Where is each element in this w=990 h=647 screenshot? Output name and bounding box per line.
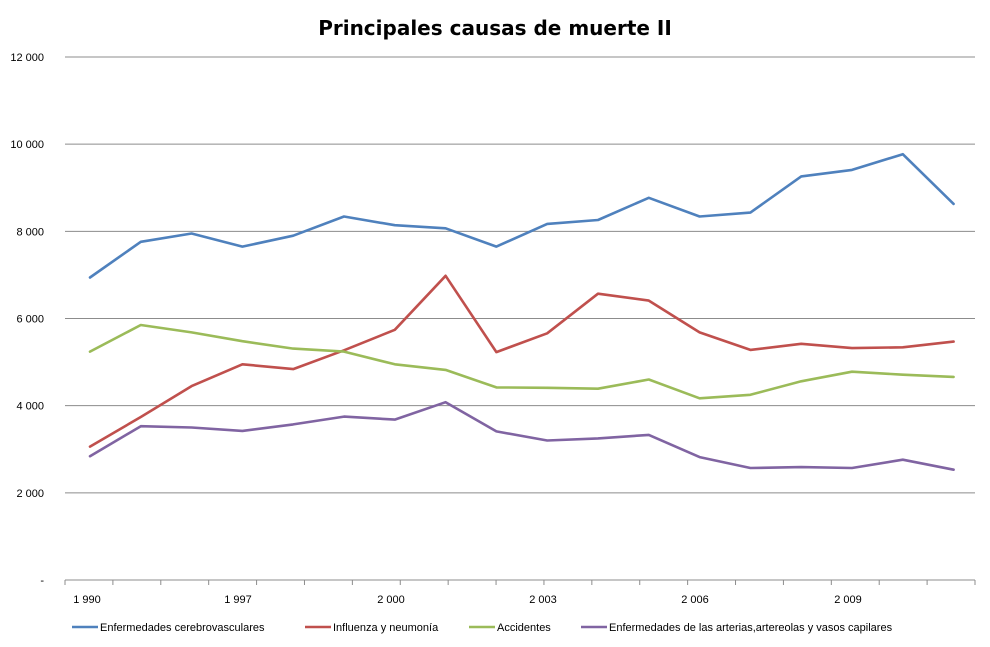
legend-item: Enfermedades cerebrovasculares [72, 622, 265, 634]
legend-label: Influenza y neumonía [333, 622, 439, 634]
legend-item: Accidentes [469, 622, 551, 634]
y-tick-label: 8 000 [16, 226, 44, 238]
series-line-4 [88, 400, 955, 472]
x-tick-label: 2 000 [377, 594, 405, 606]
x-tick-label: 2 003 [529, 594, 557, 606]
y-tick-label: 12 000 [10, 52, 44, 64]
x-axis: 1 990 1 997 2 000 2 003 2 006 2 009 [64, 579, 976, 606]
x-tick-label: 1 990 [73, 594, 101, 606]
series-lines [88, 152, 955, 472]
y-tick-label: 6 000 [16, 314, 44, 326]
legend-label: Enfermedades cerebrovasculares [100, 622, 265, 634]
legend-label: Accidentes [497, 622, 551, 634]
chart-title: Principales causas de muerte II [318, 16, 672, 40]
series-line-2 [88, 274, 955, 448]
y-tick-label: - [40, 575, 44, 587]
y-tick-label: 4 000 [16, 401, 44, 413]
y-axis-labels: - 2 000 4 000 6 000 8 000 10 000 12 000 [10, 52, 44, 587]
legend-item: Influenza y neumonía [305, 622, 439, 634]
y-tick-label: 10 000 [10, 139, 44, 151]
y-tick-label: 2 000 [16, 488, 44, 500]
legend: Enfermedades cerebrovasculares Influenza … [72, 622, 893, 634]
legend-item: Enfermedades de las arterias,artereolas … [581, 622, 893, 634]
series-line-1 [88, 152, 955, 279]
legend-label: Enfermedades de las arterias,artereolas … [609, 622, 893, 634]
gridlines [65, 56, 975, 494]
x-tick-label: 2 009 [834, 594, 862, 606]
x-tick-label: 2 006 [681, 594, 709, 606]
x-tick-label: 1 997 [224, 594, 252, 606]
series-line-3 [88, 323, 955, 400]
